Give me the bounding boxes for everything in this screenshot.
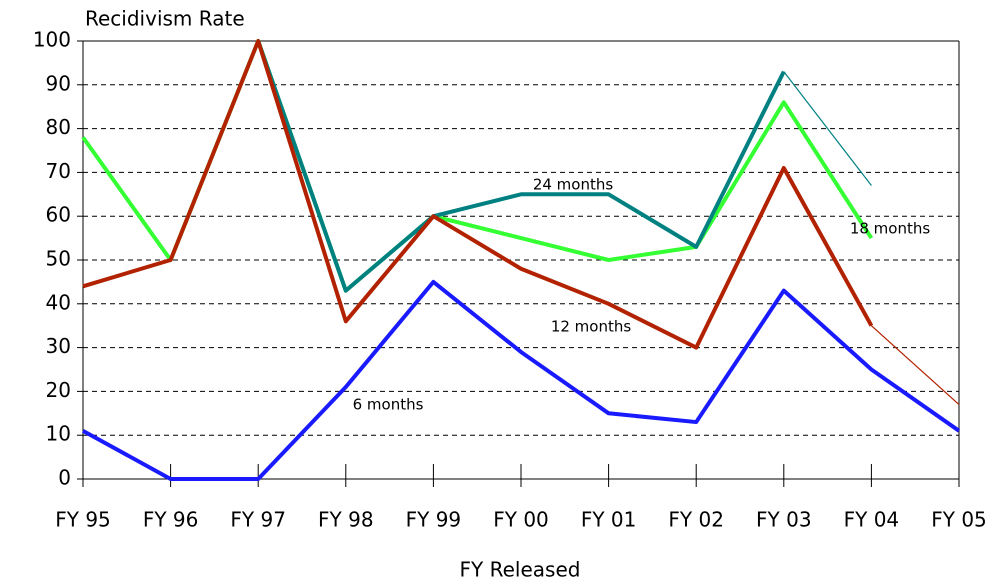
chart-title: Recidivism Rate xyxy=(85,7,245,31)
series-line xyxy=(256,40,786,293)
y-tick-label: 20 xyxy=(46,378,71,402)
x-axis-label: FY Released xyxy=(460,558,581,582)
series-label: 18 months xyxy=(850,220,931,238)
y-tick-label: 70 xyxy=(46,159,71,183)
y-tick-label: 10 xyxy=(46,422,71,446)
series-label: 24 months xyxy=(533,176,614,194)
x-tick-label: FY 95 xyxy=(55,508,111,532)
x-tick-label: FY 04 xyxy=(844,508,900,532)
y-tick-label: 100 xyxy=(33,28,71,52)
series-line xyxy=(82,279,961,481)
series-line xyxy=(82,39,874,350)
y-tick-label: 80 xyxy=(46,115,71,139)
y-tick-label: 60 xyxy=(46,203,71,227)
y-tick-label: 90 xyxy=(46,71,71,95)
x-tick-label: FY 00 xyxy=(493,508,549,532)
x-tick-label: FY 03 xyxy=(756,508,812,532)
x-tick-label: FY 97 xyxy=(230,508,286,532)
series-label: 6 months xyxy=(353,396,424,414)
projected-line xyxy=(870,325,960,405)
x-tick-label: FY 02 xyxy=(668,508,724,532)
x-tick-label: FY 96 xyxy=(143,508,199,532)
projected-line xyxy=(783,71,872,186)
x-tick-label: FY 98 xyxy=(318,508,374,532)
series-line xyxy=(81,39,874,293)
y-tick-label: 0 xyxy=(58,466,71,490)
x-tick-label: FY 01 xyxy=(581,508,637,532)
x-tick-label: FY 99 xyxy=(406,508,462,532)
y-tick-label: 50 xyxy=(46,247,71,271)
series-label: 12 months xyxy=(551,318,632,336)
x-tick-label: FY 05 xyxy=(931,508,987,532)
y-tick-label: 30 xyxy=(46,334,71,358)
y-tick-label: 40 xyxy=(46,290,71,314)
